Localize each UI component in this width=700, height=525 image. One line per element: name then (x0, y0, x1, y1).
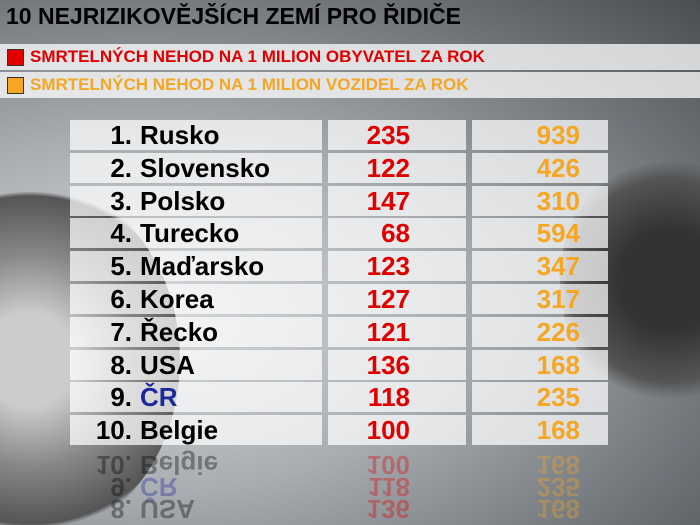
legend-band (0, 72, 700, 98)
table-cell-bg (472, 251, 608, 282)
deaths-per-population: 136 (366, 349, 410, 380)
country: Maďarsko (140, 251, 265, 282)
rank: 6. (110, 284, 132, 314)
rank: 7. (110, 316, 132, 347)
table-cell-bg (70, 152, 322, 183)
table-cell-bg (328, 152, 466, 183)
table-cell-bg (328, 382, 466, 413)
table-cell-bg (70, 218, 322, 249)
deaths-per-vehicles: 168 (536, 349, 580, 380)
rank: 3. (110, 185, 132, 216)
country: Rusko (140, 120, 220, 150)
title: 10 NEJRIZIKOVĚJŠÍCH ZEMÍ PRO ŘIDIČE (6, 3, 461, 29)
table-cell-bg (472, 382, 608, 413)
table-cell-bg (328, 349, 466, 380)
table-cell-bg (70, 349, 322, 380)
table-cell-bg (472, 120, 608, 150)
table-cell-bg (328, 251, 466, 282)
rank: 9. (110, 382, 132, 413)
country: Korea (140, 284, 214, 314)
deaths-per-population: 127 (366, 284, 410, 314)
deaths-per-population: 121 (366, 316, 410, 347)
country: Turecko (140, 218, 240, 249)
table-cell-bg (472, 349, 608, 380)
country: Slovensko (140, 152, 271, 183)
table-cell-bg (328, 284, 466, 314)
legend-band (0, 44, 700, 70)
rank: 10. (95, 415, 132, 446)
deaths-per-vehicles: 939 (536, 120, 580, 150)
rank: 4. (110, 218, 132, 249)
table-cell-bg (328, 218, 466, 249)
deaths-per-population: 136 (366, 494, 410, 524)
rank: 8. (110, 349, 132, 380)
deaths-per-vehicles: 426 (536, 152, 580, 183)
table-cell-bg (70, 382, 322, 413)
legend-label: SMRTELNÝCH NEHOD NA 1 MILION VOZIDEL ZA … (30, 75, 469, 94)
deaths-per-vehicles: 317 (536, 284, 580, 314)
country: USA (140, 349, 195, 380)
table-cell-bg (70, 185, 322, 216)
deaths-per-vehicles: 168 (536, 415, 580, 446)
table-cell-bg (328, 415, 466, 446)
country: USA (140, 494, 195, 524)
table-cell-bg (472, 218, 608, 249)
table-cell-bg (472, 415, 608, 446)
country: ČR (140, 382, 178, 413)
table-cell-bg (70, 415, 322, 446)
deaths-per-population: 118 (368, 382, 410, 413)
deaths-per-population: 123 (366, 251, 410, 282)
table-cell-bg (472, 316, 608, 347)
table-cell-bg (328, 120, 466, 150)
rank: 8. (110, 494, 132, 524)
table-cell-bg (472, 152, 608, 183)
deaths-per-population: 122 (366, 152, 410, 183)
rank: 2. (110, 152, 132, 183)
table-cell-bg (70, 284, 322, 314)
rank: 5. (110, 251, 132, 282)
deaths-per-vehicles: 235 (536, 382, 580, 413)
country: Belgie (140, 415, 219, 446)
deaths-per-population: 235 (366, 120, 410, 150)
table-cell-bg (328, 316, 466, 347)
deaths-per-population: 68 (381, 218, 410, 249)
table-cell-bg (472, 185, 608, 216)
deaths-per-vehicles: 347 (536, 251, 580, 282)
table-cell-bg (328, 185, 466, 216)
table-cell-bg (70, 316, 322, 347)
table-cell-bg (472, 284, 608, 314)
table-cell-bg (70, 120, 322, 150)
deaths-per-population: 100 (366, 415, 410, 446)
deaths-per-vehicles: 594 (536, 218, 580, 249)
deaths-per-vehicles: 168 (536, 494, 580, 524)
legend-label: SMRTELNÝCH NEHOD NA 1 MILION OBYVATEL ZA… (30, 47, 485, 66)
country: Polsko (140, 185, 226, 216)
country: Řecko (140, 316, 219, 347)
legend-swatch (7, 77, 24, 94)
rank: 1. (110, 120, 132, 150)
deaths-per-vehicles: 310 (536, 185, 580, 216)
table-cell-bg (70, 251, 322, 282)
deaths-per-population: 147 (366, 185, 410, 216)
legend-swatch (7, 49, 24, 66)
deaths-per-vehicles: 226 (536, 316, 580, 347)
